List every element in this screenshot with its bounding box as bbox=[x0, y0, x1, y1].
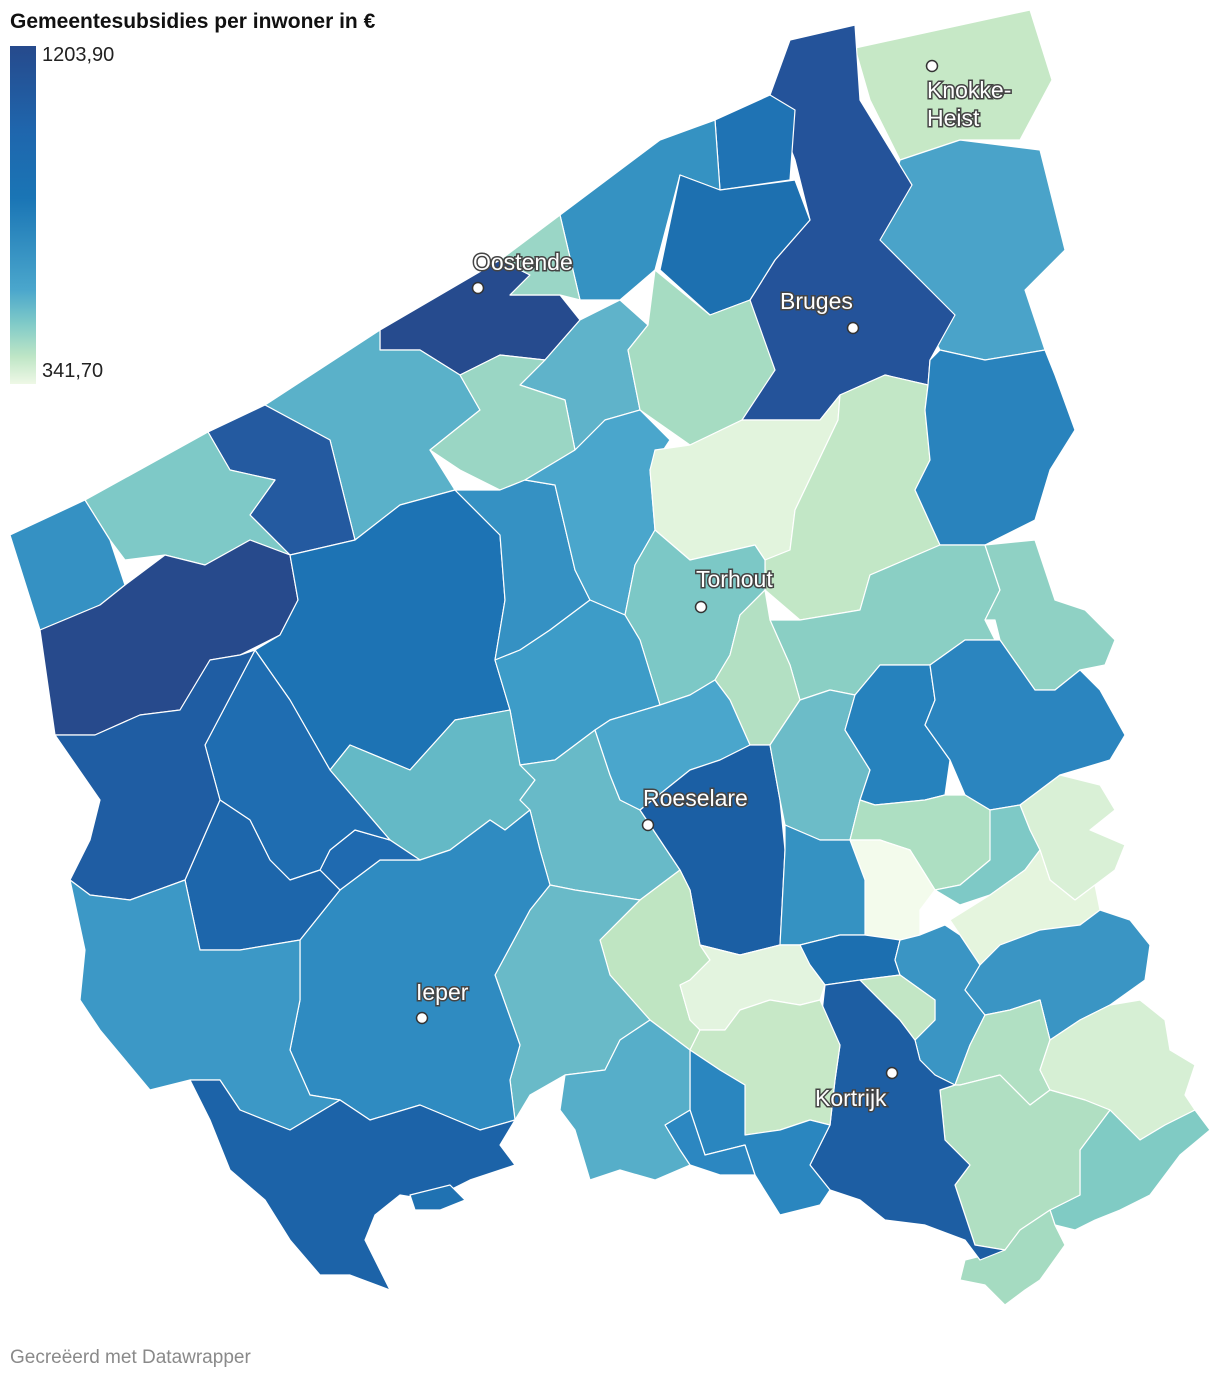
choropleth-map: Knokke- Heist Oostende Bruges Torhout Ro… bbox=[9, 9, 1211, 1306]
region-menen-south bbox=[959, 1209, 1066, 1306]
svg-text:Bruges: Bruges bbox=[780, 288, 853, 314]
municipality-regions bbox=[9, 9, 1211, 1306]
region-bredene bbox=[499, 214, 581, 301]
region-heuvelland-east bbox=[559, 1019, 691, 1181]
svg-text:Torhout: Torhout bbox=[696, 566, 773, 592]
legend-max-label: 1203,90 bbox=[42, 44, 115, 66]
region-coast-mid-1 bbox=[714, 94, 796, 191]
legend-color-bar bbox=[10, 46, 36, 384]
svg-text:Kortrijk: Kortrijk bbox=[815, 1085, 887, 1111]
region-mesen bbox=[409, 1184, 466, 1211]
svg-text:Roeselare: Roeselare bbox=[643, 785, 748, 811]
region-jabbeke bbox=[627, 269, 776, 446]
legend-min-label: 341,70 bbox=[42, 360, 104, 382]
region-kuurne bbox=[859, 974, 936, 1041]
city-kortrijk: Kortrijk bbox=[814, 1066, 899, 1113]
svg-text:Heist: Heist bbox=[927, 105, 980, 131]
region-tielt bbox=[924, 639, 1126, 811]
map-title: Gemeentesubsidies per inwoner in € bbox=[10, 10, 376, 33]
region-alveringem bbox=[54, 649, 256, 901]
svg-text:Oostende: Oostende bbox=[473, 249, 573, 275]
city-ieper: Ieper bbox=[415, 978, 470, 1025]
city-oostende: Oostende bbox=[472, 248, 574, 295]
city-bruges: Bruges bbox=[779, 287, 860, 335]
region-poperinge bbox=[69, 879, 341, 1131]
region-zedelgem bbox=[914, 349, 1076, 546]
svg-text:Ieper: Ieper bbox=[416, 979, 469, 1005]
region-zuienkerke bbox=[659, 174, 811, 316]
svg-text:Knokke-: Knokke- bbox=[927, 77, 1011, 103]
city-knokke-heist: Knokke- Heist bbox=[926, 59, 1013, 133]
region-knokke-heist bbox=[854, 9, 1053, 161]
city-markers: Knokke- Heist Oostende Bruges Torhout Ro… bbox=[415, 59, 1013, 1113]
footer-credit: Gecreëerd met Datawrapper bbox=[10, 1347, 251, 1368]
city-torhout: Torhout bbox=[695, 565, 775, 614]
city-roeselare: Roeselare bbox=[642, 784, 749, 832]
